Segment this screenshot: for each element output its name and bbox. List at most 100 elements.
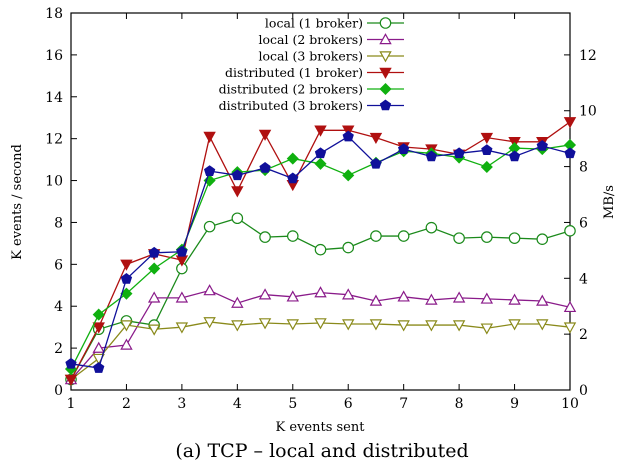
data-point	[342, 319, 355, 331]
y-tick-label: 4	[54, 299, 63, 315]
legend-item: local (2 brokers)	[259, 32, 404, 47]
data-point	[286, 152, 299, 165]
plot-frame	[70, 12, 571, 391]
legend-marker	[379, 99, 392, 111]
legend-marker	[379, 82, 392, 96]
data-point	[508, 150, 521, 162]
data-point	[481, 231, 493, 243]
data-point	[508, 319, 521, 331]
data-point	[147, 291, 161, 303]
data-point	[563, 117, 577, 129]
data-point	[286, 290, 299, 302]
data-point	[120, 273, 133, 284]
x-tick-label: 10	[561, 396, 579, 412]
legend-label: local (3 brokers)	[259, 49, 364, 64]
y-tick-label: 6	[54, 257, 63, 273]
y2-tick-label: 12	[579, 48, 597, 64]
legend-item: local (1 broker)	[265, 16, 404, 31]
data-point	[370, 230, 382, 242]
chart-caption: (a) TCP – local and distributed	[175, 440, 468, 462]
data-point	[342, 169, 355, 182]
data-point	[314, 125, 327, 137]
data-point	[480, 323, 494, 335]
data-point	[370, 157, 382, 169]
data-point	[120, 338, 133, 350]
data-point	[65, 357, 77, 369]
y2-axis-label: MB/s	[602, 185, 617, 219]
data-point	[563, 300, 577, 313]
data-point	[92, 308, 105, 321]
legend-marker	[379, 67, 392, 79]
y-tick-label: 16	[45, 48, 63, 64]
tick-marks	[70, 12, 571, 391]
series-line	[70, 289, 571, 380]
data-point	[425, 293, 438, 305]
data-point	[176, 245, 188, 257]
data-point	[231, 186, 244, 198]
data-point	[314, 318, 327, 330]
data-point	[452, 320, 466, 332]
y2-tick-label: 10	[579, 104, 597, 120]
data-point	[314, 157, 327, 170]
data-point	[203, 317, 216, 329]
y2-tick-label: 2	[579, 327, 588, 343]
data-point	[148, 262, 161, 275]
data-point	[175, 291, 189, 303]
data-point	[258, 129, 272, 141]
y2-tick-label: 8	[579, 160, 588, 176]
data-point	[508, 293, 521, 305]
data-point	[397, 290, 410, 302]
legend-label: distributed (3 brokers)	[219, 98, 363, 113]
data-point	[480, 160, 493, 173]
x-axis-label: K events sent	[276, 420, 366, 435]
data-point	[314, 243, 327, 256]
y-tick-label: 8	[54, 215, 63, 231]
data-point	[397, 230, 410, 242]
legend-item: distributed (1 broker)	[225, 65, 404, 80]
series-2	[64, 284, 577, 385]
data-point	[259, 162, 271, 173]
series-5	[64, 138, 577, 376]
data-point	[93, 362, 105, 373]
data-point	[148, 246, 160, 258]
y-tick-label: 10	[45, 174, 63, 190]
data-point	[342, 288, 355, 300]
y2-tick-label: 4	[579, 271, 588, 287]
legend-label: distributed (2 brokers)	[219, 82, 363, 97]
data-point	[286, 319, 299, 331]
y-tick-label: 0	[54, 383, 63, 399]
data-point	[286, 230, 299, 242]
data-point	[203, 220, 216, 233]
x-tick-label: 6	[344, 396, 353, 412]
data-point	[231, 169, 243, 181]
data-point	[314, 147, 327, 159]
legend-item: distributed (2 brokers)	[219, 82, 404, 97]
data-point	[397, 320, 410, 332]
data-point	[231, 212, 244, 225]
data-point	[258, 288, 272, 300]
series-3	[64, 317, 577, 386]
data-point	[425, 320, 438, 332]
data-point	[120, 320, 133, 332]
legend-marker	[379, 51, 392, 63]
y-tick-label: 2	[54, 341, 63, 357]
data-point	[92, 322, 105, 334]
data-point	[398, 143, 410, 154]
data-point	[231, 296, 244, 308]
data-point	[425, 150, 438, 162]
data-point	[64, 374, 78, 386]
data-point	[536, 140, 548, 151]
y-axis-label: K events / second	[10, 144, 25, 260]
data-point	[425, 221, 438, 234]
data-point	[231, 320, 244, 332]
data-point	[175, 322, 189, 334]
data-point	[147, 324, 161, 336]
legend-marker	[379, 33, 392, 45]
data-point	[536, 233, 549, 245]
x-tick-label: 1	[67, 396, 76, 412]
data-point	[480, 132, 494, 145]
data-point	[287, 172, 299, 184]
y2-tick-label: 0	[579, 383, 588, 399]
x-tick-label: 9	[510, 396, 519, 412]
